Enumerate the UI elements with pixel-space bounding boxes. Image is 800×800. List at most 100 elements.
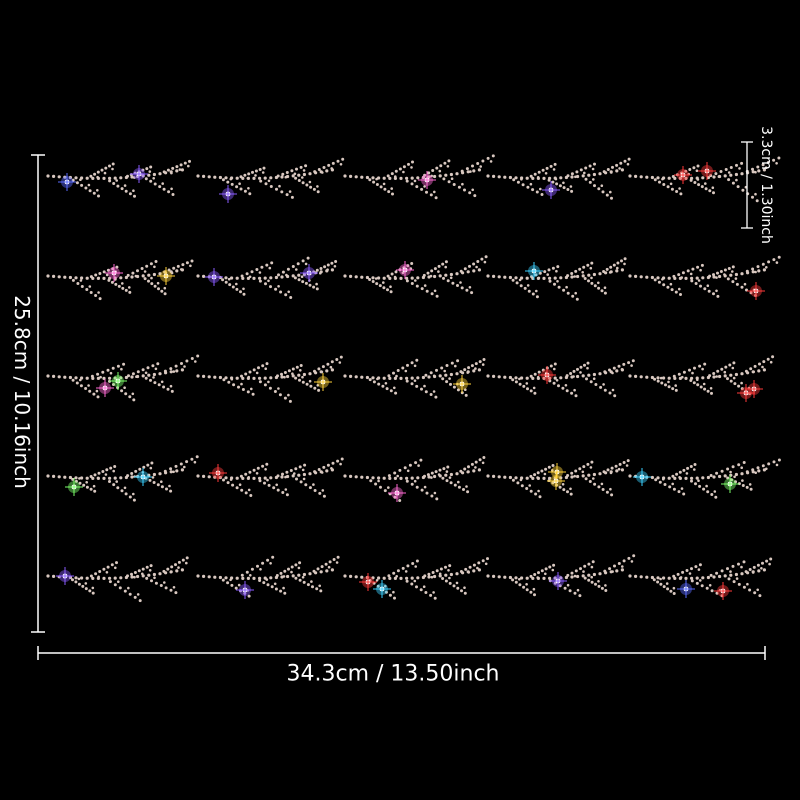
- rhinestone: [514, 380, 518, 384]
- rhinestone: [403, 466, 407, 470]
- rhinestone: [63, 275, 67, 279]
- rhinestone: [222, 478, 225, 482]
- rhinestone: [221, 578, 225, 582]
- rhinestone: [111, 366, 115, 370]
- rhinestone: [514, 580, 518, 584]
- rhinestone: [258, 579, 262, 582]
- rhinestone: [581, 374, 585, 378]
- rhinestone: [533, 573, 537, 576]
- rhinestone: [599, 385, 603, 389]
- rhinestone: [520, 276, 524, 280]
- rhinestone: [518, 578, 521, 581]
- rhinestone: [569, 492, 573, 496]
- rhinestone: [289, 469, 293, 472]
- rhinestone: [484, 562, 488, 566]
- rhinestone: [196, 354, 200, 358]
- rhinestone: [578, 267, 582, 271]
- rhinestone: [169, 367, 173, 371]
- rhinestone: [617, 364, 621, 368]
- rhinestone: [536, 375, 540, 379]
- rhinestone: [98, 570, 102, 573]
- rhinestone: [590, 281, 594, 285]
- rhinestone: [582, 265, 586, 269]
- rhinestone: [388, 593, 392, 597]
- rhinestone: [183, 465, 186, 469]
- rhinestone: [696, 383, 700, 387]
- rhinestone: [404, 369, 408, 373]
- rhinestone: [124, 275, 128, 280]
- rhinestone: [592, 377, 596, 381]
- rhinestone: [457, 185, 461, 189]
- rhinestone: [157, 287, 160, 291]
- rhinestone: [492, 274, 496, 278]
- rhinestone: [605, 490, 609, 494]
- rhinestone: [393, 386, 396, 390]
- rhinestone: [280, 375, 284, 379]
- rhinestone: [723, 174, 727, 178]
- rhinestone: [477, 268, 481, 272]
- rhinestone: [445, 479, 449, 483]
- total-width-label: 34.3cm / 13.50inch: [286, 661, 500, 687]
- rhinestone: [429, 393, 433, 396]
- rhinestone: [343, 374, 347, 378]
- rhinestone: [533, 172, 537, 176]
- rhinestone: [542, 476, 546, 480]
- rhinestone: [686, 466, 690, 470]
- rhinestone: [551, 481, 555, 485]
- rhinestone: [628, 174, 632, 178]
- rhinestone: [430, 471, 434, 475]
- branch-motif: [486, 359, 635, 398]
- rhinestone: [395, 575, 399, 578]
- sparkle-accent: [388, 484, 406, 502]
- rhinestone: [657, 280, 661, 284]
- rhinestone: [449, 172, 453, 177]
- rhinestone: [723, 474, 727, 478]
- rhinestone: [610, 171, 613, 174]
- rhinestone: [147, 373, 151, 377]
- rhinestone: [410, 376, 414, 380]
- rhinestone: [384, 590, 388, 594]
- rhinestone: [492, 474, 496, 478]
- branch-motif: [343, 154, 495, 200]
- rhinestone: [160, 289, 164, 293]
- rhinestone: [243, 173, 247, 177]
- rhinestone: [601, 488, 605, 491]
- rhinestone: [188, 159, 191, 163]
- rhinestone: [423, 485, 427, 489]
- rhinestone: [74, 580, 78, 584]
- rhinestone: [575, 170, 579, 174]
- rhinestone: [388, 176, 392, 180]
- rhinestone: [248, 275, 252, 279]
- rhinestone: [372, 180, 376, 184]
- rhinestone: [574, 175, 577, 179]
- rhinestone: [229, 478, 233, 481]
- rhinestone: [597, 580, 600, 583]
- rhinestone: [672, 592, 676, 595]
- rhinestone: [158, 172, 162, 176]
- rhinestone: [427, 475, 431, 479]
- rhinestone: [476, 566, 479, 570]
- rhinestone: [112, 182, 116, 185]
- rhinestone: [777, 156, 781, 160]
- rhinestone: [470, 364, 474, 368]
- rhinestone: [113, 465, 117, 468]
- rhinestone: [108, 164, 111, 168]
- rhinestone: [656, 176, 660, 180]
- rhinestone: [266, 583, 270, 587]
- rhinestone: [163, 292, 167, 296]
- rhinestone: [430, 174, 434, 178]
- rhinestone: [613, 394, 617, 398]
- rhinestone: [583, 171, 586, 175]
- rhinestone: [769, 557, 773, 561]
- rhinestone: [761, 464, 765, 468]
- rhinestone: [379, 485, 382, 489]
- rhinestone: [96, 395, 100, 399]
- rhinestone: [429, 274, 433, 278]
- rhinestone: [772, 460, 776, 464]
- rhinestone: [341, 157, 345, 161]
- rhinestone: [522, 585, 526, 589]
- rhinestone: [94, 572, 98, 576]
- rhinestone: [387, 486, 390, 489]
- rhinestone: [302, 477, 306, 481]
- rhinestone: [290, 565, 294, 569]
